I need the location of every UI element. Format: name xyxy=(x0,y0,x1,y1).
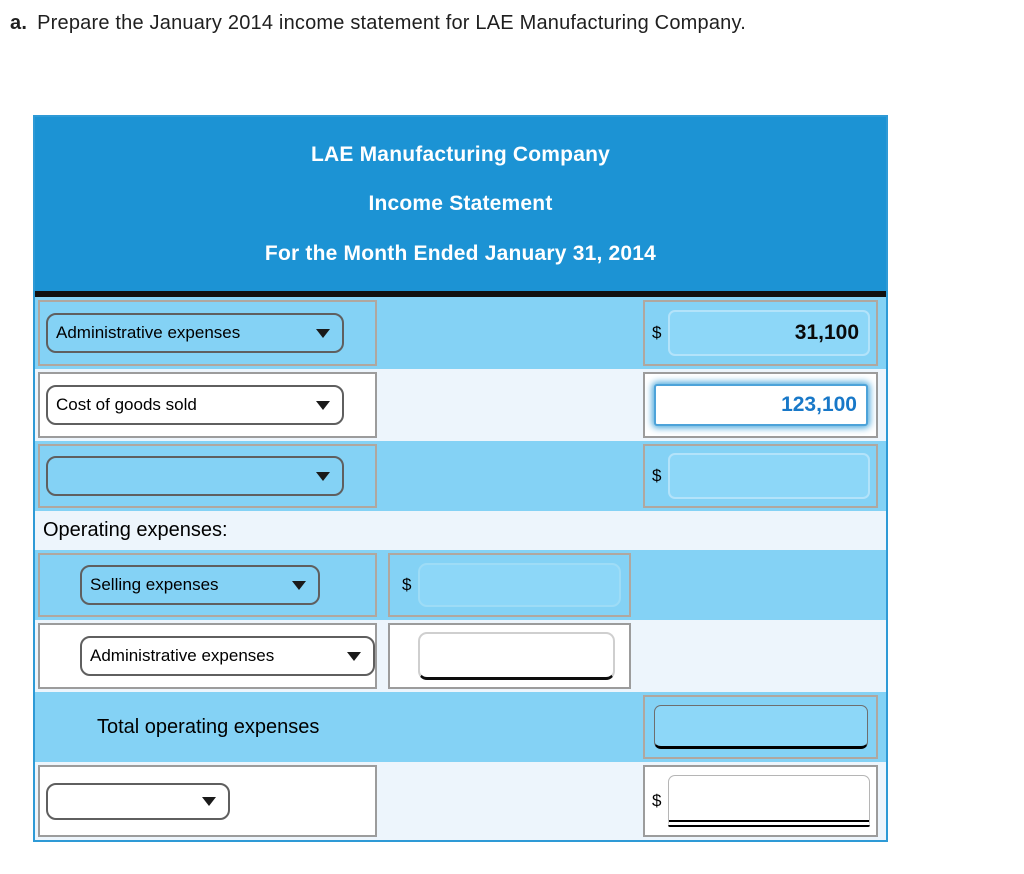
statement-period: For the Month Ended January 31, 2014 xyxy=(264,241,657,265)
dropdown-arrow-icon xyxy=(347,651,361,661)
row3-amount-input[interactable] xyxy=(668,453,870,499)
row7-amount-input[interactable] xyxy=(654,705,868,749)
dropdown-arrow-icon xyxy=(202,796,216,806)
statement-header: LAE Manufacturing Company Income Stateme… xyxy=(35,117,886,297)
row6-amount-input[interactable] xyxy=(418,632,615,680)
row2-account-dropdown[interactable]: Cost of goods sold xyxy=(46,385,344,425)
account-cell xyxy=(38,444,377,508)
account-cell: Administrative expenses xyxy=(38,623,377,689)
instruction-text: Prepare the January 2014 income statemen… xyxy=(37,12,746,34)
dropdown-arrow-icon xyxy=(316,400,330,410)
dropdown-selected-value: Cost of goods sold xyxy=(56,395,197,414)
row-selling-expenses: Selling expenses $ xyxy=(35,550,886,620)
currency-symbol: $ xyxy=(652,466,662,485)
dropdown-arrow-icon xyxy=(316,471,330,481)
dropdown-selected-value: Administrative expenses xyxy=(90,646,275,665)
dropdown-selected-value: Selling expenses xyxy=(90,575,219,594)
row-net-income-line: $ xyxy=(35,762,886,840)
row2-amount-input-focused[interactable] xyxy=(654,384,868,426)
amount-cell xyxy=(388,623,631,689)
amount-cell: $ xyxy=(643,300,878,366)
amount-cell xyxy=(643,695,878,759)
amount-cell: $ xyxy=(643,765,878,837)
row8-account-dropdown[interactable] xyxy=(46,782,230,820)
amount-cell: $ xyxy=(643,444,878,508)
account-cell: Cost of goods sold xyxy=(38,372,377,438)
statement-title: Income Statement xyxy=(368,192,553,215)
currency-symbol: $ xyxy=(652,323,662,342)
row5-amount-input[interactable] xyxy=(418,563,621,607)
row5-account-dropdown[interactable]: Selling expenses xyxy=(80,565,320,605)
row1-amount-input[interactable] xyxy=(668,310,870,356)
row1-account-dropdown[interactable]: Administrative expenses xyxy=(46,313,344,353)
dropdown-selected-value: Administrative expenses xyxy=(56,323,241,342)
instruction: a. Prepare the January 2014 income statem… xyxy=(10,12,746,35)
row-operating-expenses-header: Operating expenses: xyxy=(35,511,886,550)
account-cell: Administrative expenses xyxy=(38,300,377,366)
amount-cell: $ xyxy=(388,553,631,617)
dropdown-arrow-icon xyxy=(292,580,306,590)
section-label-operating-expenses: Operating expenses: xyxy=(43,519,228,541)
currency-symbol: $ xyxy=(652,791,662,810)
company-name: LAE Manufacturing Company xyxy=(310,142,610,166)
row-cost-of-goods-sold: Cost of goods sold xyxy=(35,369,886,441)
amount-cell xyxy=(643,372,878,438)
account-cell xyxy=(38,765,377,837)
income-statement-table: LAE Manufacturing Company Income Stateme… xyxy=(33,115,888,842)
instruction-letter: a. xyxy=(10,12,28,34)
row-empty-line: $ xyxy=(35,441,886,511)
row-administrative-expenses-sub: Administrative expenses xyxy=(35,620,886,692)
total-operating-expenses-label: Total operating expenses xyxy=(97,715,320,738)
row6-account-dropdown[interactable]: Administrative expenses xyxy=(80,636,375,676)
row3-account-dropdown[interactable] xyxy=(46,456,344,496)
row8-amount-input[interactable] xyxy=(668,775,870,827)
row-total-operating-expenses: Total operating expenses xyxy=(35,692,886,762)
dropdown-arrow-icon xyxy=(316,328,330,338)
currency-symbol: $ xyxy=(402,575,412,594)
row-administrative-expenses: Administrative expenses $ xyxy=(35,297,886,369)
account-cell: Selling expenses xyxy=(38,553,377,617)
